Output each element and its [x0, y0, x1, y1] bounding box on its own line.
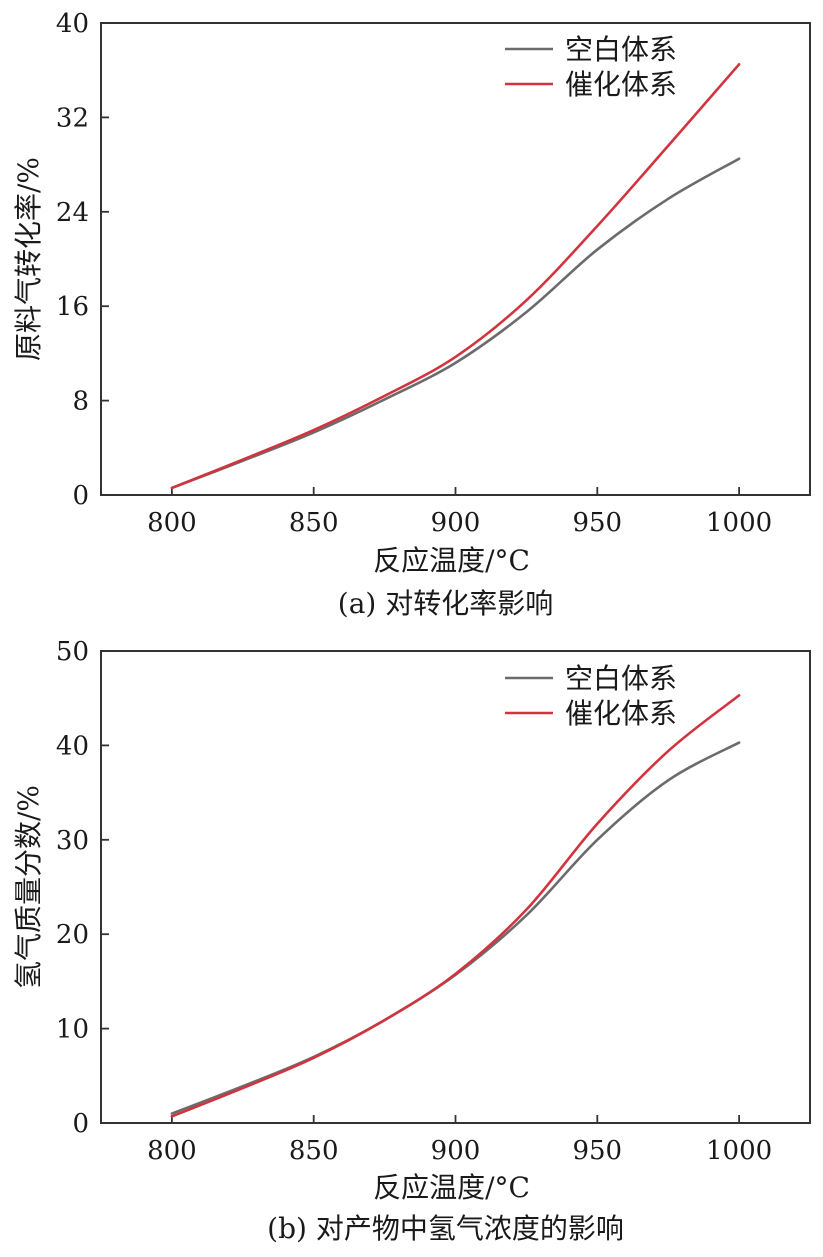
series-line-catalyst [170, 63, 741, 490]
figure-caption: (a) 对转化率影响 [338, 587, 553, 620]
legend-label-blank: 空白体系 [565, 662, 677, 695]
y-tick-label: 50 [56, 637, 89, 667]
y-tick-label: 8 [72, 387, 89, 417]
x-tick-label: 1000 [706, 1136, 772, 1166]
y-tick-label: 16 [56, 292, 89, 322]
plot-frame [100, 22, 811, 496]
y-tick-label: 40 [56, 9, 89, 39]
x-tick-label: 850 [289, 508, 339, 538]
x-tick-label: 950 [572, 1136, 622, 1166]
legend-label-catalyst: 催化体系 [565, 697, 677, 730]
x-tick-label: 900 [431, 508, 481, 538]
y-tick-label: 30 [56, 826, 89, 856]
x-tick-label: 900 [431, 1136, 481, 1166]
figure-caption: (b) 对产物中氢气浓度的影响 [267, 1212, 624, 1245]
x-tick-label: 800 [147, 508, 197, 538]
x-tick-label: 800 [147, 1136, 197, 1166]
x-tick-label: 950 [572, 508, 622, 538]
x-tick-label: 1000 [706, 508, 772, 538]
x-axis-label: 反应温度/°C [373, 1171, 530, 1204]
x-tick-label: 850 [289, 1136, 339, 1166]
y-tick-label: 0 [72, 481, 89, 511]
y-tick-label: 10 [56, 1015, 89, 1045]
series-line-blank [170, 741, 741, 1115]
chart-b: 800 850 900 950 1000 0 10 20 30 40 50 反应温度/°C 氢气质量分数… [12, 637, 811, 1245]
y-tick-label: 40 [56, 731, 89, 761]
x-axis-label: 反应温度/°C [373, 544, 530, 577]
y-tick-label: 24 [56, 198, 89, 228]
y-tick-label: 32 [56, 103, 89, 133]
series-line-blank [170, 157, 741, 490]
legend-label-catalyst: 催化体系 [565, 68, 677, 101]
y-tick-label: 0 [72, 1109, 89, 1139]
legend-label-blank: 空白体系 [565, 33, 677, 66]
y-axis-label: 原料气转化率/% [12, 157, 45, 361]
chart-a: 800 850 900 950 1000 0 8 16 24 32 40 反应温度/°C 原料气转化率/… [12, 9, 811, 620]
y-axis-label: 氢气质量分数/% [12, 785, 45, 989]
series-line-catalyst [170, 694, 741, 1118]
y-tick-label: 20 [56, 920, 89, 950]
